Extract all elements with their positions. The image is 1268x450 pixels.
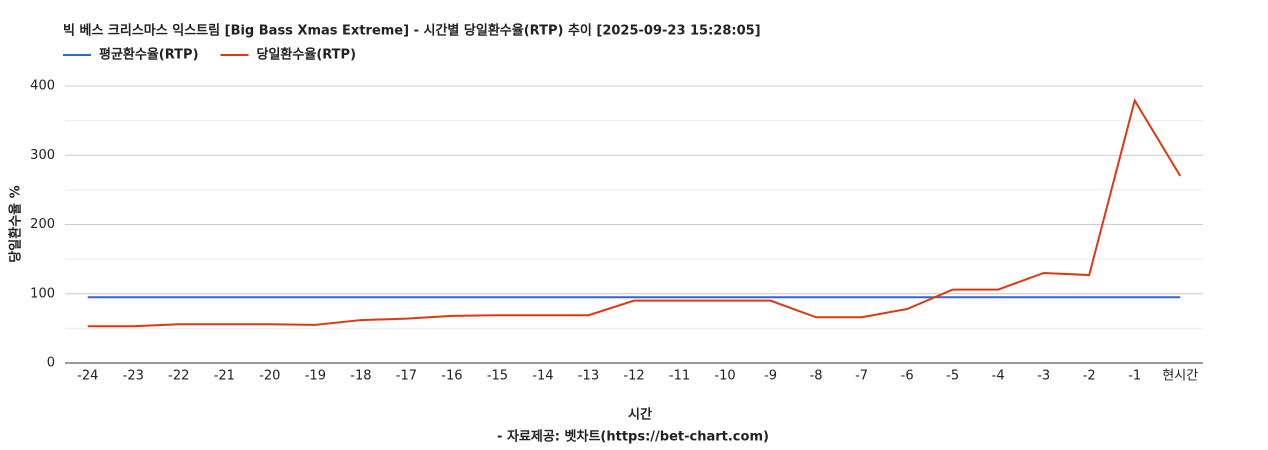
x-tick-label: -3 xyxy=(1037,369,1050,384)
x-tick-label: -21 xyxy=(214,369,235,384)
x-tick-label: -8 xyxy=(810,369,823,384)
x-tick-label: -20 xyxy=(259,369,280,384)
x-tick-label: -19 xyxy=(305,369,326,384)
x-tick-label: -16 xyxy=(441,369,462,384)
y-tick-label: 0 xyxy=(47,356,55,371)
x-tick-label: -10 xyxy=(714,369,735,384)
x-tick-label: -11 xyxy=(669,369,690,384)
y-tick-label: 100 xyxy=(30,286,55,301)
x-tick-label: -24 xyxy=(77,369,98,384)
x-tick-label: -2 xyxy=(1083,369,1096,384)
x-tick-label: -14 xyxy=(532,369,553,384)
y-tick-label: 400 xyxy=(30,79,55,94)
x-tick-label: -6 xyxy=(901,369,914,384)
x-tick-label: -1 xyxy=(1128,369,1141,384)
x-tick-label: -23 xyxy=(123,369,144,384)
x-tick-label: -12 xyxy=(623,369,644,384)
x-tick-label: 현시간 xyxy=(1162,369,1198,384)
y-tick-label: 200 xyxy=(30,217,55,232)
x-axis-title: 시간 xyxy=(628,407,652,423)
source-note: - 자료제공: 벳차트(https://bet-chart.com) xyxy=(497,429,769,445)
chart-title: 빅 베스 크리스마스 익스트림 [Big Bass Xmas Extreme] … xyxy=(63,23,761,39)
data-line xyxy=(87,97,1182,328)
x-tick-label: -15 xyxy=(487,369,508,384)
x-tick-label: -9 xyxy=(764,369,777,384)
x-tick-label: -18 xyxy=(350,369,371,384)
legend-label: 당일환수율(RTP) xyxy=(257,47,357,63)
x-tick-label: -17 xyxy=(396,369,417,384)
x-tick-label: -7 xyxy=(855,369,868,384)
x-tick-label: -13 xyxy=(578,369,599,384)
x-tick-label: -4 xyxy=(992,369,1005,384)
x-tick-label: -22 xyxy=(168,369,189,384)
legend-label: 평균환수율(RTP) xyxy=(99,47,199,63)
y-tick-label: 300 xyxy=(30,148,55,163)
y-axis-title: 당일환수율 % xyxy=(8,185,24,262)
x-tick-label: -5 xyxy=(946,369,959,384)
